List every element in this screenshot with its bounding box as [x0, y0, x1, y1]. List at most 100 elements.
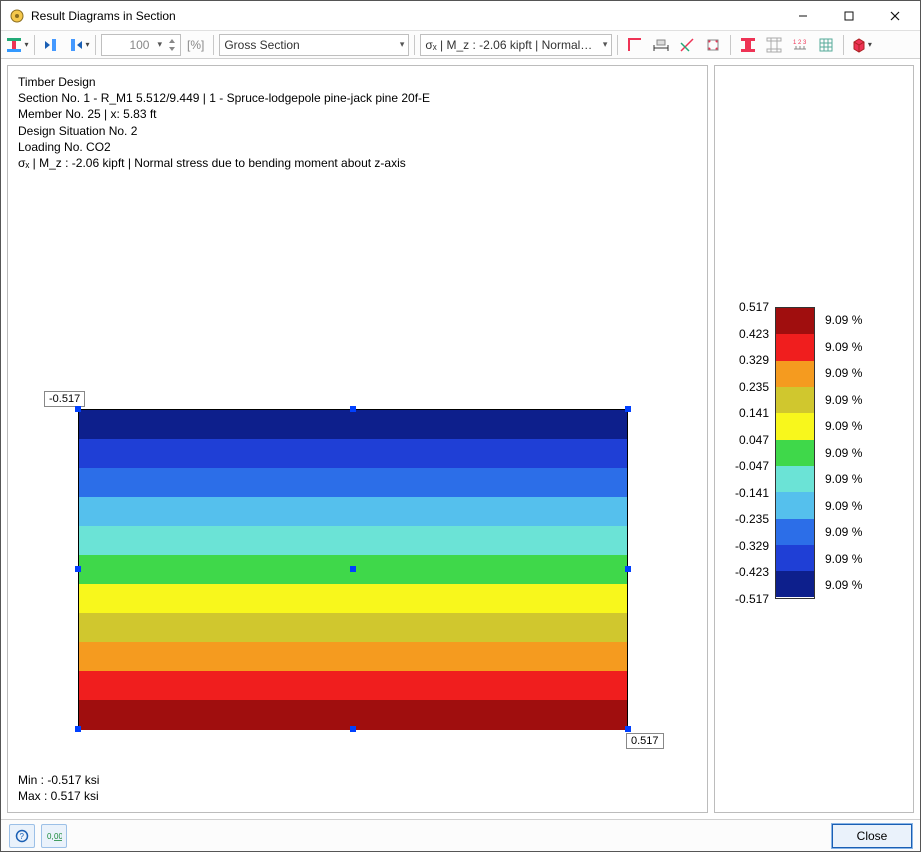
stress-points-icon[interactable] — [701, 34, 725, 56]
legend-percent: 9.09 % — [821, 466, 871, 493]
window-controls — [780, 1, 918, 31]
selection-handle[interactable] — [625, 726, 631, 732]
close-button[interactable]: Close — [832, 824, 912, 848]
legend-value: -0.423 — [723, 559, 769, 586]
selection-handle[interactable] — [625, 406, 631, 412]
section-type-value: Gross Section — [224, 38, 299, 52]
separator — [617, 35, 618, 55]
separator — [843, 35, 844, 55]
window-title: Result Diagrams in Section — [31, 9, 780, 23]
result-type-combo[interactable]: σₓ | M_z : -2.06 kipft | Normal stres...… — [420, 34, 612, 56]
stress-band — [79, 642, 627, 671]
svg-text:0,: 0, — [47, 832, 54, 841]
legend-color-swatch — [776, 440, 814, 466]
legend-percent: 9.09 % — [821, 519, 871, 546]
legend-color-bar — [775, 307, 815, 599]
legend-color-swatch — [776, 387, 814, 413]
min-label: Min : -0.517 ksi — [18, 772, 697, 788]
legend-percent: 9.09 % — [821, 413, 871, 440]
info-line: Loading No. CO2 — [18, 139, 697, 155]
value-tag-bottom: 0.517 — [626, 733, 664, 749]
legend-color-swatch — [776, 334, 814, 360]
legend-value: 0.235 — [723, 374, 769, 401]
dimension-icon[interactable] — [649, 34, 673, 56]
view-3d-icon[interactable]: ▾ — [849, 34, 873, 56]
principal-axes-icon[interactable] — [675, 34, 699, 56]
legend-percent: 9.09 % — [821, 546, 871, 573]
value-tag-top: -0.517 — [44, 391, 85, 407]
legend-color-swatch — [776, 361, 814, 387]
stress-band — [79, 468, 627, 497]
minimize-button[interactable] — [780, 1, 826, 31]
legend-value: -0.141 — [723, 480, 769, 507]
legend-panel: 0.5170.4230.3290.2350.1410.047-0.047-0.1… — [714, 65, 914, 813]
selection-handle[interactable] — [625, 566, 631, 572]
diagram-panel: Timber Design Section No. 1 - R_M1 5.512… — [7, 65, 708, 813]
nav-prev-icon[interactable] — [40, 34, 64, 56]
info-line: Design Situation No. 2 — [18, 123, 697, 139]
legend-percent: 9.09 % — [821, 493, 871, 520]
footer: ? 0,00 Close — [1, 819, 920, 851]
max-label: Max : 0.517 ksi — [18, 788, 697, 804]
legend-value: -0.329 — [723, 533, 769, 560]
selection-handle[interactable] — [350, 726, 356, 732]
info-line: Timber Design — [18, 74, 697, 90]
section-outline-icon[interactable] — [762, 34, 786, 56]
stress-band — [79, 497, 627, 526]
zoom-combo[interactable]: 100 ▾ — [101, 34, 181, 56]
selection-handle[interactable] — [75, 566, 81, 572]
legend-value: 0.141 — [723, 400, 769, 427]
maximize-button[interactable] — [826, 1, 872, 31]
legend-color-swatch — [776, 492, 814, 518]
selection-handle[interactable] — [350, 406, 356, 412]
stress-band — [79, 671, 627, 700]
legend-percent: 9.09 % — [821, 307, 871, 334]
legend-value: -0.047 — [723, 453, 769, 480]
separator — [730, 35, 731, 55]
stress-band — [79, 410, 627, 439]
titlebar: Result Diagrams in Section — [1, 1, 920, 31]
selection-handle[interactable] — [350, 566, 356, 572]
grid-icon[interactable] — [814, 34, 838, 56]
stress-band — [79, 526, 627, 555]
content-area: Timber Design Section No. 1 - R_M1 5.512… — [1, 59, 920, 819]
separator — [34, 35, 35, 55]
selection-handle[interactable] — [75, 406, 81, 412]
nav-next-icon[interactable]: ▾ — [66, 34, 90, 56]
legend-values: 0.5170.4230.3290.2350.1410.047-0.047-0.1… — [723, 294, 769, 612]
units-button[interactable]: 0,00 — [41, 824, 67, 848]
legend-value: 0.517 — [723, 294, 769, 321]
diagram-area[interactable]: -0.517 0.517 — [18, 177, 697, 768]
info-block: Timber Design Section No. 1 - R_M1 5.512… — [18, 74, 697, 171]
stress-band — [79, 584, 627, 613]
legend-percents: 9.09 %9.09 %9.09 %9.09 %9.09 %9.09 %9.09… — [821, 307, 871, 612]
legend-color-swatch — [776, 571, 814, 597]
svg-text:00: 00 — [54, 832, 62, 841]
separator — [213, 35, 214, 55]
legend-value: 0.423 — [723, 321, 769, 348]
info-line: Section No. 1 - R_M1 5.512/9.449 | 1 - S… — [18, 90, 697, 106]
bounding-box-icon[interactable] — [623, 34, 647, 56]
svg-text:1 2 3: 1 2 3 — [793, 40, 807, 46]
section-type-combo[interactable]: Gross Section ▾ — [219, 34, 409, 56]
window: Result Diagrams in Section ▾ ▾ — [0, 0, 921, 852]
section-profile-icon[interactable]: ▾ — [5, 34, 29, 56]
section-fill-icon[interactable] — [736, 34, 760, 56]
toolbar: ▾ ▾ 100 ▾ [%] Gross Section ▾ σₓ | M_z :… — [1, 31, 920, 59]
legend-percent: 9.09 % — [821, 334, 871, 361]
legend-color-swatch — [776, 519, 814, 545]
legend-percent: 9.09 % — [821, 387, 871, 414]
zoom-unit-label: [%] — [183, 38, 208, 52]
zoom-value: 100 — [129, 38, 149, 52]
legend-value: -0.235 — [723, 506, 769, 533]
help-button[interactable]: ? — [9, 824, 35, 848]
color-legend: 0.5170.4230.3290.2350.1410.047-0.047-0.1… — [723, 294, 905, 612]
legend-value: 0.329 — [723, 347, 769, 374]
legend-percent: 9.09 % — [821, 572, 871, 599]
selection-handle[interactable] — [75, 726, 81, 732]
legend-percent: 9.09 % — [821, 440, 871, 467]
values-icon[interactable]: 1 2 3 — [788, 34, 812, 56]
separator — [414, 35, 415, 55]
legend-color-swatch — [776, 413, 814, 439]
close-window-button[interactable] — [872, 1, 918, 31]
